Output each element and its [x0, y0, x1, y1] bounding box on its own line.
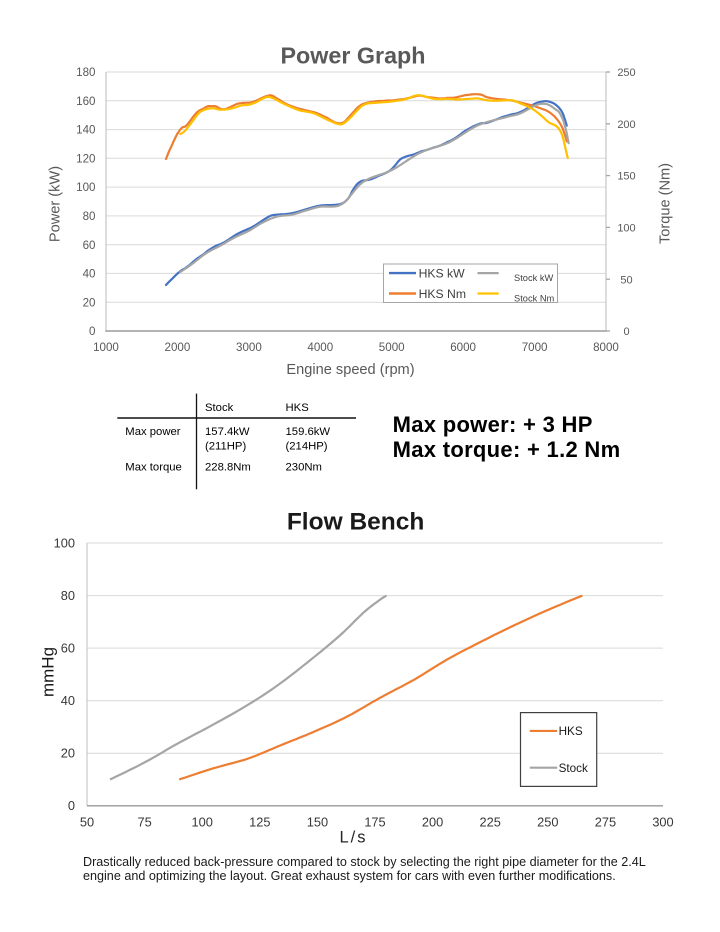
svg-text:2000: 2000	[165, 341, 191, 354]
svg-text:228.8Nm: 228.8Nm	[205, 461, 251, 473]
svg-text:HKS: HKS	[559, 725, 583, 738]
svg-text:100: 100	[617, 223, 635, 235]
svg-text:4000: 4000	[307, 341, 333, 354]
svg-text:20: 20	[83, 296, 96, 309]
svg-text:60: 60	[61, 640, 75, 655]
svg-text:Max torque: Max torque	[125, 461, 182, 473]
svg-text:275: 275	[595, 815, 616, 830]
svg-text:8000: 8000	[593, 341, 619, 354]
svg-text:Stock: Stock	[559, 762, 588, 775]
svg-text:HKS kW: HKS kW	[419, 267, 466, 281]
svg-text:HKS: HKS	[286, 402, 310, 414]
svg-text:200: 200	[617, 119, 635, 131]
svg-text:L/s: L/s	[339, 828, 367, 846]
svg-text:20: 20	[61, 746, 75, 761]
svg-text:50: 50	[80, 815, 94, 830]
svg-text:200: 200	[422, 815, 443, 830]
svg-text:Power Graph: Power Graph	[281, 42, 426, 68]
svg-text:0: 0	[68, 798, 75, 813]
svg-text:80: 80	[61, 588, 75, 603]
svg-text:159.6kW: 159.6kW	[286, 426, 331, 438]
svg-text:180: 180	[76, 66, 95, 79]
svg-text:140: 140	[76, 124, 95, 137]
svg-text:Torque (Nm): Torque (Nm)	[658, 163, 674, 244]
svg-text:Stock kW: Stock kW	[514, 273, 553, 283]
svg-text:125: 125	[249, 815, 270, 830]
svg-text:Stock: Stock	[205, 402, 234, 414]
svg-text:6000: 6000	[450, 341, 476, 354]
svg-text:7000: 7000	[522, 341, 548, 354]
svg-text:mmHg: mmHg	[39, 647, 58, 697]
svg-text:150: 150	[307, 815, 328, 830]
svg-text:(211HP): (211HP)	[205, 441, 246, 453]
svg-text:Flow Bench: Flow Bench	[287, 509, 424, 536]
svg-text:1000: 1000	[93, 341, 119, 354]
svg-text:HKS Nm: HKS Nm	[419, 287, 466, 301]
svg-text:80: 80	[83, 210, 96, 223]
svg-text:100: 100	[54, 535, 75, 550]
svg-text:120: 120	[76, 152, 95, 165]
svg-text:0: 0	[623, 326, 629, 338]
svg-text:75: 75	[137, 815, 151, 830]
svg-text:160: 160	[76, 95, 95, 108]
svg-text:230Nm: 230Nm	[286, 461, 322, 473]
svg-text:50: 50	[620, 274, 632, 286]
svg-text:175: 175	[364, 815, 385, 830]
svg-text:250: 250	[537, 815, 558, 830]
svg-text:40: 40	[61, 693, 75, 708]
svg-text:Engine speed (rpm): Engine speed (rpm)	[286, 362, 414, 378]
svg-text:157.4kW: 157.4kW	[205, 426, 250, 438]
svg-text:250: 250	[617, 67, 635, 79]
svg-text:100: 100	[192, 815, 213, 830]
svg-text:3000: 3000	[236, 341, 262, 354]
svg-text:60: 60	[83, 239, 96, 252]
svg-text:100: 100	[76, 181, 95, 194]
svg-text:Stock Nm: Stock Nm	[514, 294, 555, 304]
svg-text:Max power: Max power	[125, 426, 180, 438]
svg-text:0: 0	[89, 325, 95, 338]
svg-text:(214HP): (214HP)	[286, 441, 328, 453]
svg-text:5000: 5000	[379, 341, 405, 354]
svg-text:150: 150	[617, 171, 635, 183]
svg-text:300: 300	[652, 815, 673, 830]
svg-text:225: 225	[480, 815, 501, 830]
svg-text:40: 40	[83, 268, 96, 281]
svg-text:Power (kW): Power (kW)	[48, 166, 64, 242]
